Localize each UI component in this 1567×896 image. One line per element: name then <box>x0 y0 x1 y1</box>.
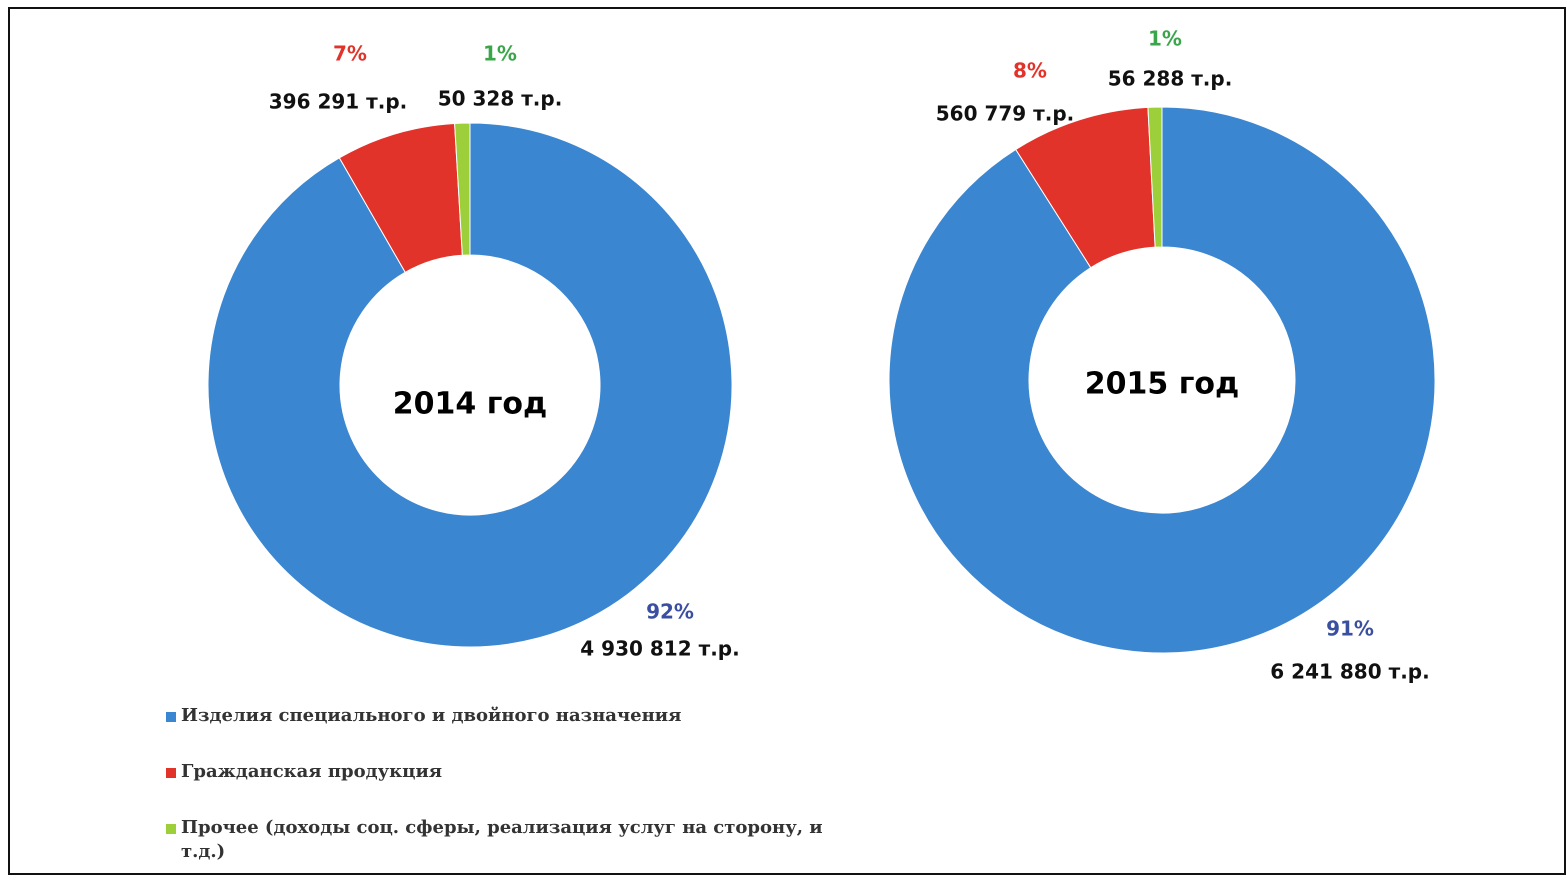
percent-label: 7% <box>333 42 367 66</box>
frame <box>8 7 1566 875</box>
legend-text: Гражданская продукция <box>181 761 443 782</box>
donut-slice <box>1147 106 1163 248</box>
value-label: 50 328 т.р. <box>438 87 563 111</box>
legend-swatch <box>166 712 176 722</box>
legend-text: Прочее (доходы соц. сферы, реализация ус… <box>181 817 823 862</box>
value-label: 560 779 т.р. <box>936 102 1075 126</box>
chart: 92% 4 930 812 т.р. 7% 396 291 т.р. 1% 50 328 … <box>8 7 1566 875</box>
page: 92% 4 930 812 т.р. 7% 396 291 т.р. 1% 50 328 … <box>8 7 1566 875</box>
legend-item: Гражданская продукция <box>166 760 866 784</box>
donut-title: 2015 год <box>1085 367 1239 402</box>
value-label: 56 288 т.р. <box>1108 67 1233 91</box>
donut-title: 2014 год <box>393 387 547 422</box>
legend: Изделия специального и двойного назначен… <box>166 704 866 896</box>
percent-label: 91% <box>1326 617 1374 641</box>
value-label: 6 241 880 т.р. <box>1270 660 1429 684</box>
value-label: 396 291 т.р. <box>269 90 408 114</box>
legend-swatch <box>166 768 176 778</box>
legend-item: Прочее (доходы соц. сферы, реализация ус… <box>166 816 866 864</box>
percent-label: 8% <box>1013 59 1047 83</box>
percent-label: 1% <box>1148 27 1182 51</box>
percent-label: 1% <box>483 42 517 66</box>
legend-item: Изделия специального и двойного назначен… <box>166 704 866 728</box>
donut-slice <box>454 122 471 256</box>
legend-swatch <box>166 824 176 834</box>
legend-text: Изделия специального и двойного назначен… <box>181 705 682 726</box>
percent-label: 92% <box>646 600 694 624</box>
value-label: 4 930 812 т.р. <box>580 637 739 661</box>
donut-slice <box>207 122 733 648</box>
donut-slice <box>888 106 1436 654</box>
